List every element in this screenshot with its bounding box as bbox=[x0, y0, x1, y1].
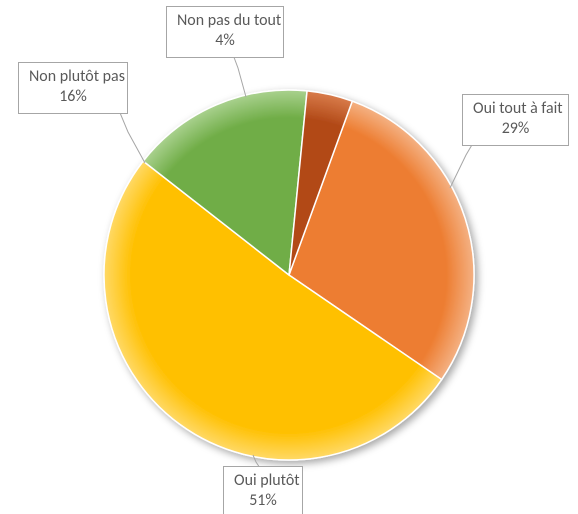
slice-percent-text: 4% bbox=[177, 31, 273, 51]
leader-line bbox=[232, 52, 246, 97]
slice-label-text: Oui tout à fait bbox=[473, 99, 558, 119]
slice-label: Non pas du tout4% bbox=[166, 6, 284, 58]
slice-label: Non plutôt pas16% bbox=[18, 62, 128, 114]
leader-line bbox=[118, 108, 145, 163]
slice-percent-text: 51% bbox=[234, 491, 292, 511]
slice-label-text: Non pas du tout bbox=[177, 11, 273, 31]
slice-percent-text: 16% bbox=[29, 87, 117, 107]
slice-label: Oui tout à fait29% bbox=[462, 94, 569, 146]
slice-label: Oui plutôt51% bbox=[223, 466, 303, 514]
pie-chart-container: Oui tout à fait29% Oui plutôt51% Non plutô… bbox=[0, 0, 578, 514]
slice-label-text: Non plutôt pas bbox=[29, 67, 117, 87]
slice-percent-text: 29% bbox=[473, 119, 558, 139]
slice-label-text: Oui plutôt bbox=[234, 471, 292, 491]
